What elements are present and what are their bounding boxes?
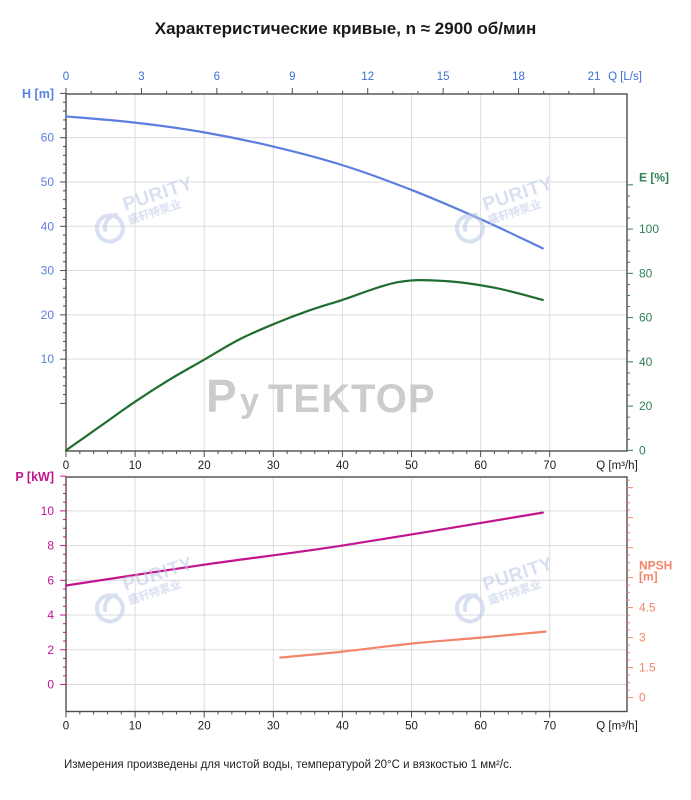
svg-text:15: 15: [437, 71, 450, 83]
svg-text:0: 0: [639, 443, 646, 457]
svg-text:60: 60: [474, 721, 487, 733]
svg-text:E [%]: E [%]: [639, 170, 669, 184]
svg-text:30: 30: [267, 721, 280, 733]
svg-text:40: 40: [41, 219, 55, 233]
svg-text:60: 60: [639, 311, 653, 325]
svg-text:H [m]: H [m]: [22, 87, 54, 101]
svg-text:0: 0: [47, 677, 54, 691]
svg-text:4: 4: [47, 608, 54, 622]
svg-text:8: 8: [47, 539, 54, 553]
svg-text:40: 40: [336, 460, 349, 472]
svg-text:3: 3: [639, 631, 646, 645]
svg-text:1.5: 1.5: [639, 661, 656, 675]
svg-text:50: 50: [41, 175, 55, 189]
svg-text:50: 50: [405, 721, 418, 733]
svg-text:P: P: [206, 370, 237, 422]
svg-text:70: 70: [543, 721, 556, 733]
svg-text:70: 70: [543, 460, 556, 472]
svg-text:6: 6: [214, 71, 220, 83]
svg-text:60: 60: [474, 460, 487, 472]
svg-text:4.5: 4.5: [639, 601, 656, 615]
svg-text:Q [m³/h]: Q [m³/h]: [596, 460, 638, 472]
svg-text:6: 6: [47, 573, 54, 587]
svg-text:40: 40: [336, 721, 349, 733]
svg-text:y: y: [240, 382, 259, 420]
svg-text:0: 0: [639, 691, 646, 705]
svg-text:30: 30: [41, 264, 55, 278]
svg-text:12: 12: [361, 71, 374, 83]
svg-text:30: 30: [267, 460, 280, 472]
svg-text:TEKTOP: TEKTOP: [268, 377, 436, 421]
svg-text:18: 18: [512, 71, 525, 83]
svg-text:9: 9: [289, 71, 295, 83]
svg-text:0: 0: [63, 71, 69, 83]
svg-text:10: 10: [41, 504, 55, 518]
svg-text:10: 10: [41, 352, 55, 366]
svg-text:50: 50: [405, 460, 418, 472]
svg-text:20: 20: [639, 399, 653, 413]
svg-text:0: 0: [63, 460, 69, 472]
svg-text:10: 10: [129, 721, 142, 733]
svg-text:20: 20: [41, 308, 55, 322]
svg-text:60: 60: [41, 131, 55, 145]
svg-text:10: 10: [129, 460, 142, 472]
svg-text:Q [L/s]: Q [L/s]: [608, 71, 642, 83]
svg-text:3: 3: [138, 71, 144, 83]
svg-text:Q [m³/h]: Q [m³/h]: [596, 721, 638, 733]
svg-text:21: 21: [588, 71, 601, 83]
svg-text:40: 40: [639, 355, 653, 369]
svg-text:P [kW]: P [kW]: [15, 470, 54, 484]
svg-text:80: 80: [639, 266, 653, 280]
svg-text:[m]: [m]: [639, 570, 658, 584]
svg-text:100: 100: [639, 222, 659, 236]
svg-text:2: 2: [47, 643, 54, 657]
svg-text:20: 20: [198, 460, 211, 472]
svg-text:20: 20: [198, 721, 211, 733]
svg-text:0: 0: [63, 721, 69, 733]
